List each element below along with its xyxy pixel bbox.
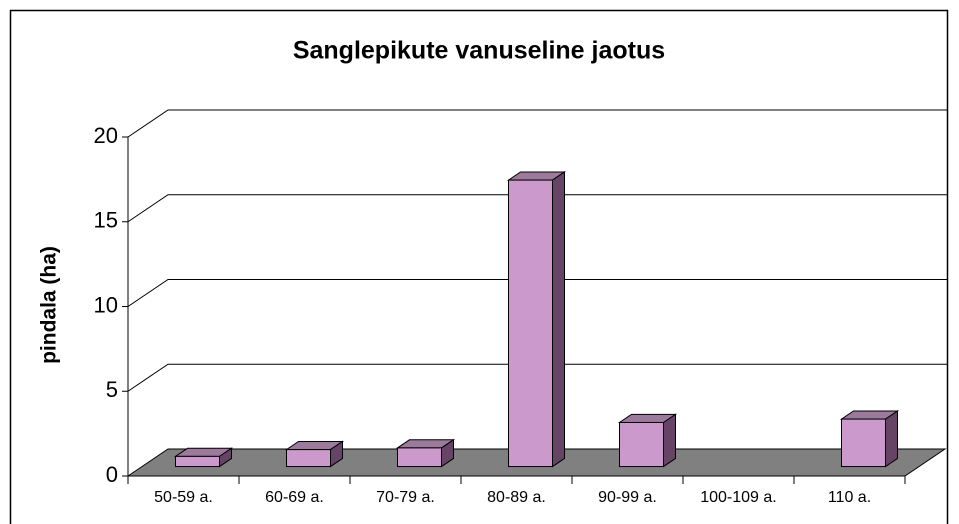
x-tick-label: 80-89 a. xyxy=(487,489,546,506)
y-tick-label: 10 xyxy=(94,292,118,317)
bar xyxy=(619,421,664,468)
y-tick-label: 20 xyxy=(94,123,118,148)
y-tick-label: 5 xyxy=(106,377,118,402)
y-tick-label: 0 xyxy=(106,462,118,487)
bar xyxy=(175,455,220,468)
grid-line xyxy=(127,194,948,223)
x-tick-label: 70-79 a. xyxy=(376,489,435,506)
bar xyxy=(841,418,886,468)
bar-side xyxy=(552,171,565,468)
chart-title: Sanglepikute vanuseline jaotus xyxy=(293,37,665,65)
chart-border xyxy=(9,9,949,524)
bar xyxy=(286,449,331,468)
bar xyxy=(508,179,553,468)
y-axis-label: pindala (ha) xyxy=(38,246,61,364)
grid-line xyxy=(127,279,948,307)
y-tick-label: 15 xyxy=(94,208,118,233)
x-tick-label: 110 a. xyxy=(828,489,871,506)
x-tick-label: 100-109 a. xyxy=(700,489,777,506)
bar xyxy=(397,447,442,468)
grid-line xyxy=(127,363,948,392)
grid-line xyxy=(127,109,948,138)
x-tick-label: 60-69 a. xyxy=(265,489,324,506)
x-tick-label: 50-59 a. xyxy=(154,489,213,506)
bar-side xyxy=(663,413,676,468)
bar-side xyxy=(885,410,898,468)
x-tick-label: 90-99 a. xyxy=(598,489,657,506)
